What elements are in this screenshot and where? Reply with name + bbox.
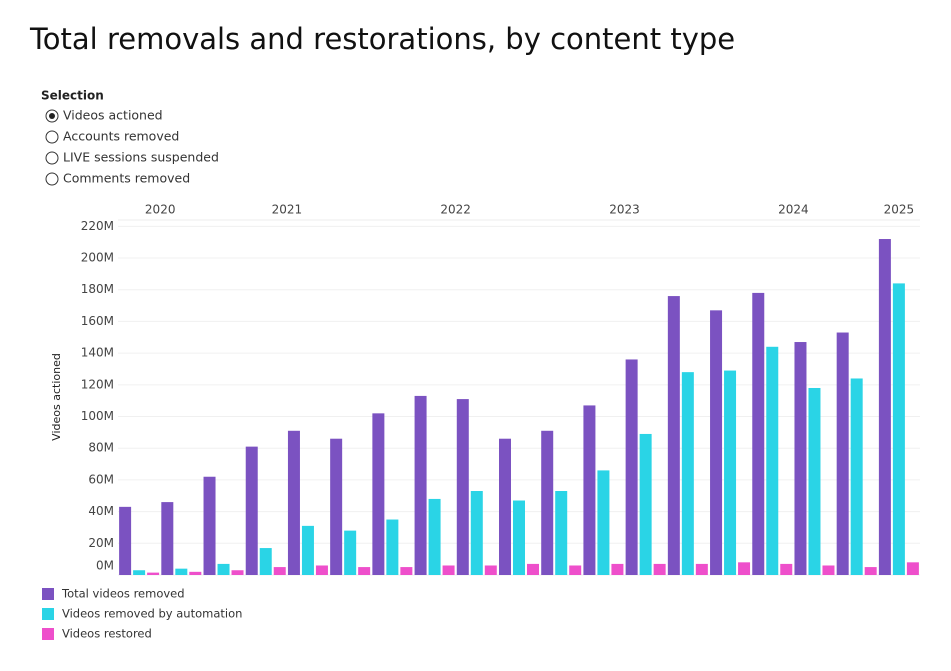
bar [625,359,638,575]
bar [287,430,300,575]
radio-label[interactable]: Comments removed [63,171,190,186]
bar [414,395,427,575]
radio-button[interactable] [45,151,59,165]
x-category-label: 2020 [145,203,176,217]
bar [386,519,399,575]
bar [555,491,568,575]
bar [808,387,821,575]
bar [245,446,258,575]
bar [639,433,652,575]
bar [738,562,751,575]
bar [752,292,765,575]
legend-swatch [42,628,54,640]
y-tick-label: 100M [81,409,114,423]
bar [315,565,328,575]
bar [203,476,216,575]
y-tick-label: 140M [81,346,114,360]
bar [794,342,807,575]
bar [499,438,511,575]
bar [780,563,793,575]
radio-label[interactable]: Accounts removed [63,129,179,144]
bar [330,438,343,575]
bar [428,498,441,575]
bar [822,565,835,575]
bar [724,370,737,575]
y-tick-label: 40M [88,504,114,518]
bar [864,567,877,575]
bar [358,567,371,575]
bar [611,563,624,575]
bar [231,570,244,575]
bar [273,567,286,575]
y-tick-label: 120M [81,377,114,391]
x-category-label: 2023 [609,203,640,217]
radio-label[interactable]: LIVE sessions suspended [63,150,219,165]
y-tick-label: 0M [96,559,114,573]
bar [217,563,230,575]
bar [892,283,905,575]
bar [470,491,483,575]
y-tick-label: 180M [81,282,114,296]
radio-button[interactable] [45,130,59,144]
x-category-label: 2024 [778,203,809,217]
bar [400,567,413,575]
x-category-label: 2022 [440,203,471,217]
bar [766,346,779,575]
bar [710,310,723,575]
bar [513,500,525,575]
bar [541,430,554,575]
bar [301,525,314,575]
bar [569,565,582,575]
legend-swatch [42,608,54,620]
bar [681,372,694,575]
bar [667,296,680,575]
chart-title: Total removals and restorations, by cont… [29,22,735,56]
bar [119,506,132,575]
bar [527,563,539,575]
bar [161,502,174,575]
y-tick-label: 160M [81,314,114,328]
bar [836,332,849,575]
bar [653,563,666,575]
bar [583,405,596,575]
bar [259,548,272,575]
bar [695,563,708,575]
bar [597,470,610,575]
legend-label: Total videos removed [61,587,185,601]
bar [189,571,202,575]
legend-label: Videos restored [62,627,152,641]
y-tick-label: 80M [88,441,114,455]
bar [442,565,455,575]
bar [133,570,146,575]
bar [456,399,469,575]
legend-swatch [42,588,54,600]
radio-label[interactable]: Videos actioned [63,108,163,123]
y-tick-label: 20M [88,536,114,550]
legend-label: Videos removed by automation [62,607,242,621]
x-category-label: 2021 [272,203,303,217]
radio-button[interactable] [45,172,59,186]
bar [344,530,357,575]
y-tick-label: 220M [81,219,114,233]
bar [372,413,385,575]
bar [147,572,160,575]
selection-title: Selection [41,89,104,103]
bar [175,568,188,575]
bar [906,562,919,575]
x-category-label: 2025 [884,203,915,217]
bar [850,378,863,575]
bar [878,239,891,575]
y-axis-title: Videos actioned [50,353,63,441]
bar [484,565,497,575]
y-tick-label: 200M [81,251,114,265]
radio-dot [49,113,55,119]
y-tick-label: 60M [88,472,114,486]
